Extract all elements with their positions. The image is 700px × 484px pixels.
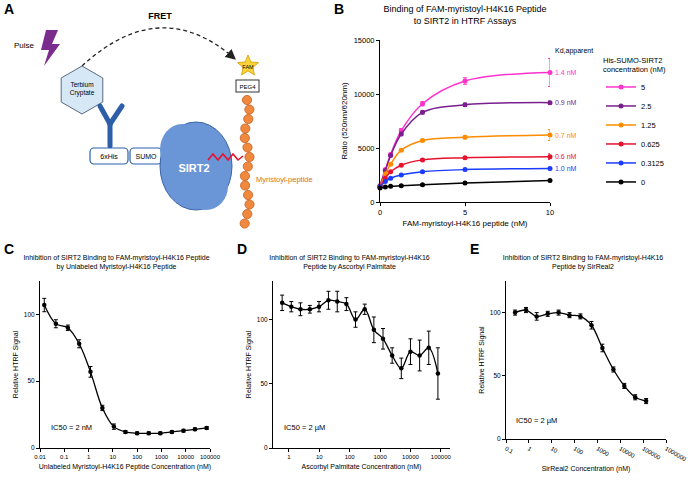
svg-text:Kd,apparent: Kd,apparent — [555, 47, 593, 55]
svg-text:50: 50 — [27, 377, 35, 384]
svg-text:Pulse: Pulse — [14, 41, 35, 50]
svg-text:1000: 1000 — [595, 445, 610, 457]
svg-text:100000: 100000 — [200, 454, 221, 460]
svg-text:Inhibition of SIRT2 Binding to: Inhibition of SIRT2 Binding to FAM-myris… — [269, 254, 430, 271]
svg-text:100: 100 — [345, 454, 356, 460]
svg-text:0.1: 0.1 — [504, 445, 515, 455]
svg-text:50: 50 — [493, 372, 501, 379]
svg-text:1000: 1000 — [373, 454, 387, 460]
svg-text:0.1: 0.1 — [60, 454, 69, 460]
svg-text:FAM: FAM — [242, 64, 254, 70]
svg-text:His-SUMO-SIRT2concentration (n: His-SUMO-SIRT2concentration (nM) — [603, 56, 666, 75]
svg-text:1: 1 — [527, 445, 533, 452]
svg-text:5000: 5000 — [358, 144, 375, 153]
svg-text:0.01: 0.01 — [34, 454, 46, 460]
svg-text:100: 100 — [132, 454, 143, 460]
svg-text:Terbium: Terbium — [70, 81, 93, 88]
svg-text:IC50 = 2 µM: IC50 = 2 µM — [516, 416, 557, 425]
svg-text:100: 100 — [490, 309, 501, 316]
svg-text:SIRT2: SIRT2 — [178, 162, 209, 174]
svg-text:100000: 100000 — [641, 445, 662, 461]
svg-text:Relative HTRF Signal: Relative HTRF Signal — [12, 330, 20, 398]
svg-text:Relative HTRF Signal: Relative HTRF Signal — [478, 326, 486, 394]
html-text:A: A — [4, 1, 15, 17]
svg-text:10: 10 — [316, 454, 323, 460]
svg-text:6xHis: 6xHis — [100, 153, 118, 160]
svg-text:Myristoyl-peptide: Myristoyl-peptide — [256, 175, 313, 184]
svg-text:0.3125: 0.3125 — [641, 159, 664, 168]
svg-text:1.25: 1.25 — [641, 121, 656, 130]
svg-text:0.7 nM: 0.7 nM — [555, 132, 577, 139]
svg-text:1.0 nM: 1.0 nM — [555, 165, 577, 172]
svg-text:Inhibition of SIRT2 Binding to: Inhibition of SIRT2 Binding to FAM-myris… — [23, 254, 209, 271]
svg-text:1.4 nM: 1.4 nM — [555, 69, 577, 76]
svg-text:5: 5 — [641, 83, 645, 92]
html-text:B: B — [334, 1, 345, 17]
svg-text:SUMO: SUMO — [136, 153, 158, 160]
html-text:E: E — [470, 241, 480, 257]
svg-text:PEG4: PEG4 — [239, 84, 256, 90]
svg-text:Ascorbyl Palmitate Concentrati: Ascorbyl Palmitate Concentration (nM) — [302, 463, 422, 471]
svg-text:10000: 10000 — [402, 454, 419, 460]
svg-text:0.9 nM: 0.9 nM — [555, 99, 577, 106]
svg-text:2.5: 2.5 — [641, 102, 651, 111]
svg-text:Relative HTRF Signal: Relative HTRF Signal — [245, 330, 253, 398]
svg-text:0: 0 — [31, 444, 35, 451]
svg-text:0.6 nM: 0.6 nM — [555, 153, 577, 160]
svg-text:10: 10 — [546, 208, 554, 217]
svg-text:50: 50 — [260, 380, 268, 387]
svg-text:10: 10 — [550, 445, 559, 454]
svg-text:1: 1 — [287, 454, 291, 460]
html-text:C: C — [4, 241, 15, 257]
svg-text:100: 100 — [573, 445, 585, 456]
svg-text:1: 1 — [87, 454, 91, 460]
svg-text:Binding of FAM-myristoyl-H4K16: Binding of FAM-myristoyl-H4K16 Peptideto… — [383, 4, 546, 26]
svg-text:0: 0 — [641, 178, 645, 187]
svg-text:FRET: FRET — [148, 11, 172, 21]
html-text:D: D — [237, 241, 248, 257]
svg-text:Cryptate: Cryptate — [70, 89, 95, 97]
svg-text:1000: 1000 — [155, 454, 169, 460]
svg-text:10: 10 — [110, 454, 117, 460]
svg-text:5: 5 — [463, 208, 467, 217]
svg-text:10000: 10000 — [354, 90, 375, 99]
svg-text:IC50 = 2 nM: IC50 = 2 nM — [51, 423, 92, 432]
svg-text:0: 0 — [264, 444, 268, 451]
svg-text:15000: 15000 — [354, 36, 375, 45]
svg-text:Ratio (520nm/620nm): Ratio (520nm/620nm) — [340, 82, 349, 160]
svg-text:1000000: 1000000 — [664, 445, 688, 462]
svg-text:100: 100 — [257, 316, 268, 323]
svg-text:0: 0 — [370, 198, 374, 207]
svg-text:100000: 100000 — [431, 454, 452, 460]
svg-text:Unlabeled Myristoyl-H4K16 Pept: Unlabeled Myristoyl-H4K16 Peptide Concen… — [39, 463, 211, 471]
svg-text:10000: 10000 — [177, 454, 194, 460]
svg-text:0: 0 — [497, 435, 501, 442]
svg-text:SirReal2 Concentration (nM): SirReal2 Concentration (nM) — [542, 465, 631, 473]
svg-text:0.625: 0.625 — [641, 140, 660, 149]
svg-text:0: 0 — [378, 208, 382, 217]
svg-text:10000: 10000 — [618, 445, 636, 459]
svg-text:IC50 = 2 µM: IC50 = 2 µM — [284, 423, 325, 432]
svg-text:FAM-myristoyl-H4K16 peptide (n: FAM-myristoyl-H4K16 peptide (nM) — [403, 219, 528, 228]
svg-text:Inhibition of SIRT2 Binding to: Inhibition of SIRT2 Binding to FAM-myris… — [503, 254, 664, 271]
svg-text:100: 100 — [24, 311, 35, 318]
